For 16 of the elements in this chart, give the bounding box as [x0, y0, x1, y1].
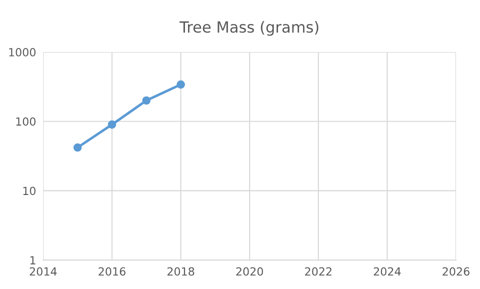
x-tick-label: 2014	[30, 267, 57, 276]
point	[142, 96, 151, 105]
chart-title: Tree Mass (grams)	[180, 20, 318, 36]
x-tick-label: 2022	[305, 267, 332, 276]
x-tick-label: 2020	[236, 267, 263, 276]
x-tick-label: 2024	[374, 267, 401, 276]
point	[176, 80, 185, 89]
point	[73, 143, 82, 152]
y-tick-label: 10	[23, 186, 36, 196]
point	[108, 120, 116, 129]
x-tick-label: 2026	[442, 267, 470, 276]
x-tick-label: 2016	[98, 267, 126, 276]
y-tick-label: 1	[30, 256, 36, 264]
x-tick-label: 2018	[167, 267, 194, 276]
y-tick-label: 1000	[9, 48, 36, 56]
y-tick-label: 100	[16, 117, 36, 126]
